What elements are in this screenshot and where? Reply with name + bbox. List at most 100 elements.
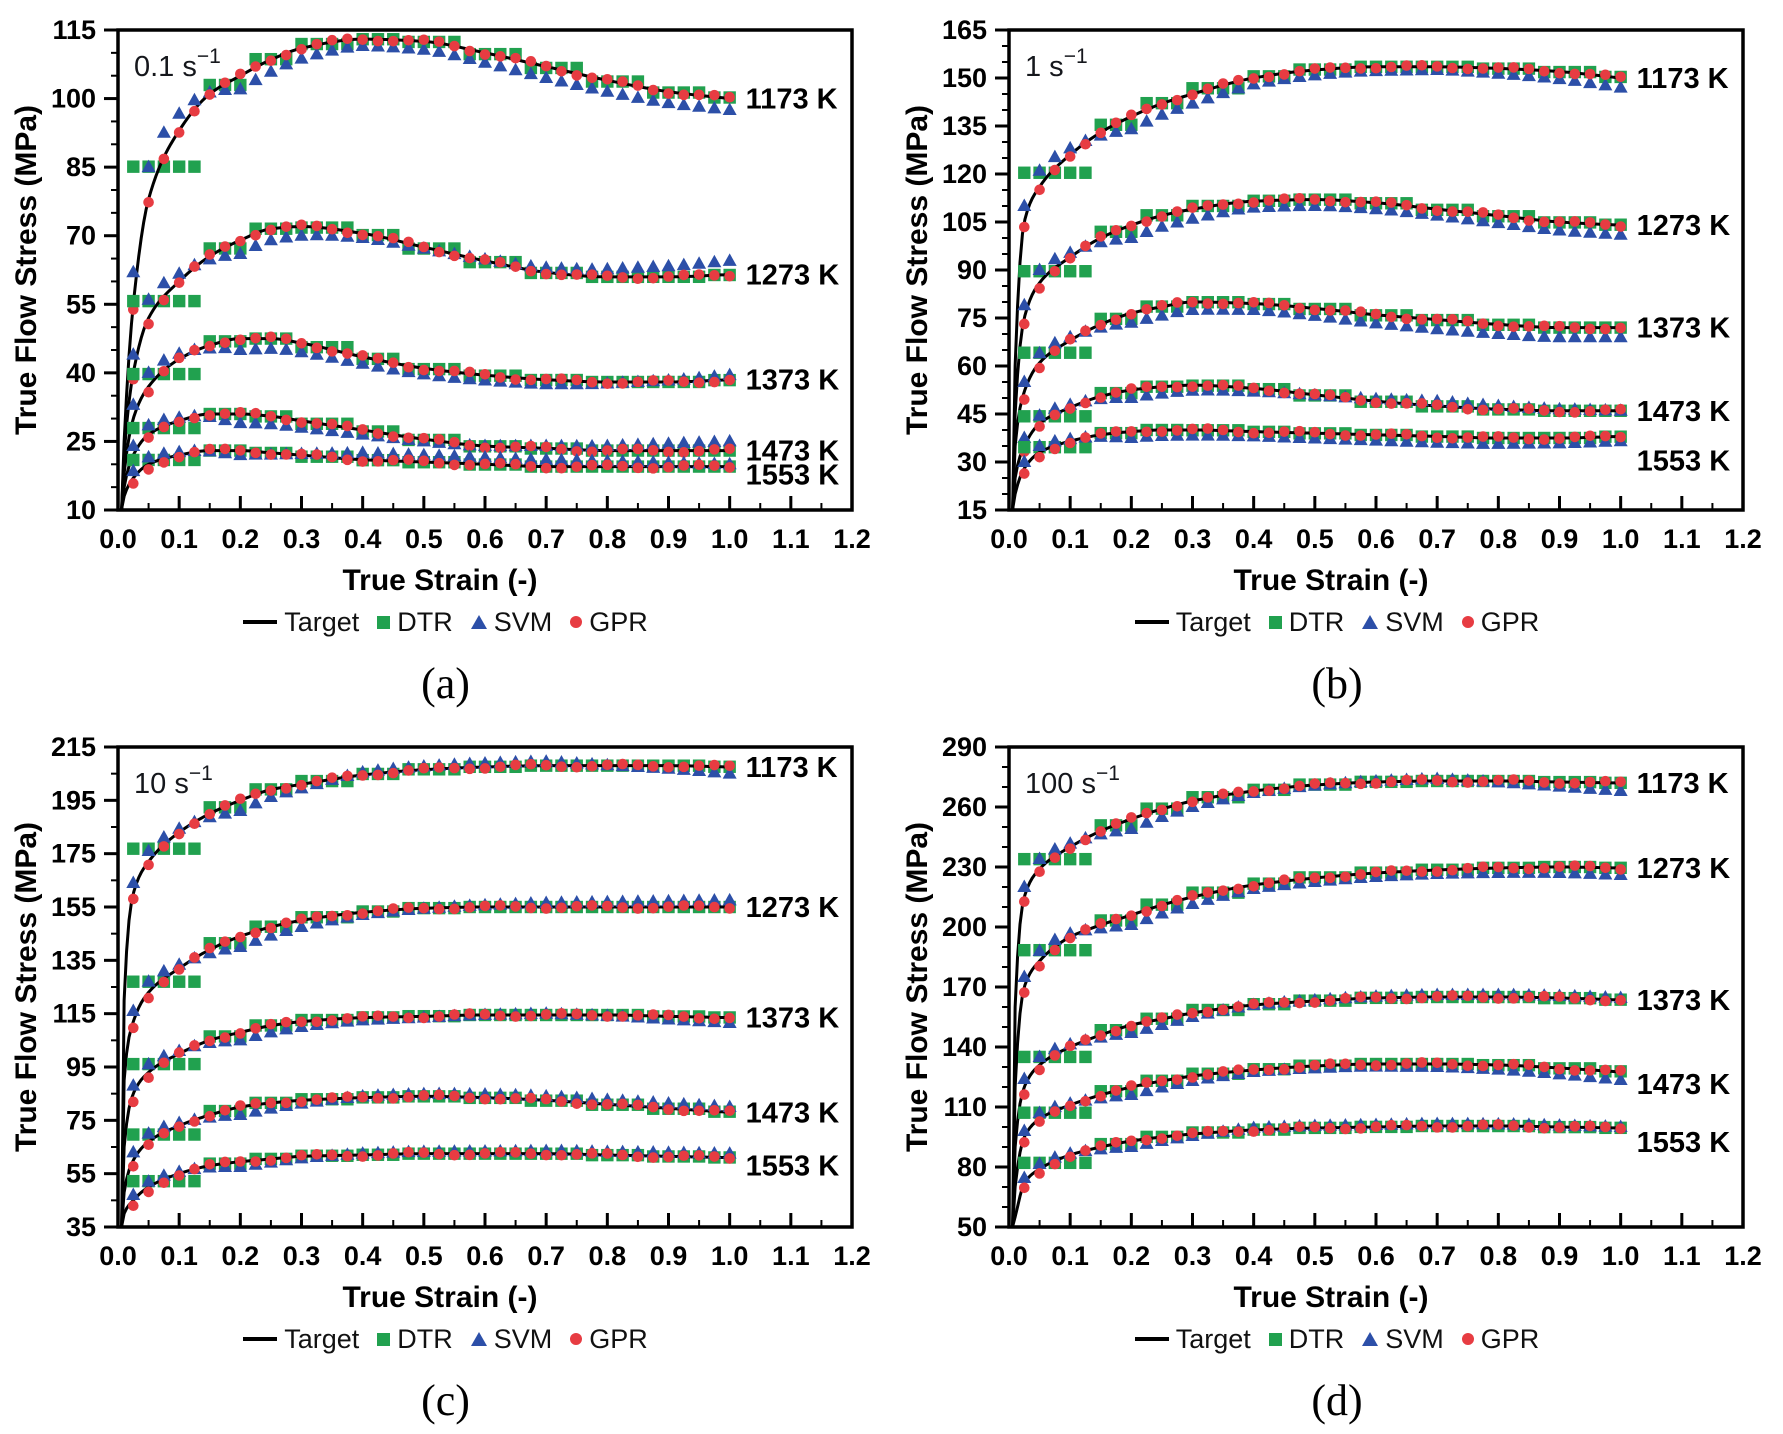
svm-marker <box>340 353 355 366</box>
gpr-marker <box>403 236 414 248</box>
gpr-marker <box>204 1110 216 1122</box>
svm-marker <box>1583 225 1598 238</box>
gpr-marker <box>311 220 323 232</box>
temperature-label: 1273 K <box>1637 210 1731 242</box>
y-axis: 50 80 110 140 170 200 230 260 290 <box>942 732 1009 1242</box>
gpr-marker <box>311 38 323 50</box>
gpr-marker <box>1355 1123 1367 1134</box>
gpr-marker <box>204 1158 216 1170</box>
gpr-marker <box>1202 423 1214 434</box>
gpr-marker <box>663 88 674 99</box>
gpr-marker <box>1263 297 1275 309</box>
series-dtr-1553 K <box>127 444 736 473</box>
svm-marker <box>126 438 141 451</box>
gpr-marker <box>1248 427 1259 439</box>
svm-marker <box>218 806 233 819</box>
gpr-marker <box>617 443 628 455</box>
gpr-marker <box>1064 932 1076 944</box>
dtr-marker <box>1018 440 1031 454</box>
gpr-marker <box>158 841 170 852</box>
legend-c: Target DTR SVM GPR <box>0 1317 891 1361</box>
legend-item-target: Target <box>243 1324 359 1355</box>
gpr-marker <box>647 84 659 96</box>
gpr-marker <box>1615 71 1626 83</box>
gpr-marker <box>1508 774 1519 785</box>
series-dtr-1373 K <box>127 332 736 389</box>
gpr-marker <box>280 49 292 61</box>
gpr-marker <box>1217 379 1229 391</box>
gpr-marker <box>1126 309 1137 320</box>
series-svm-1553 K <box>126 443 737 477</box>
gpr-marker <box>525 902 537 914</box>
gpr-marker <box>372 456 384 467</box>
svm-marker <box>156 446 171 459</box>
gpr-marker <box>1263 195 1275 206</box>
dtr-square-icon <box>377 615 391 629</box>
x-tick-label: 1.1 <box>772 1241 810 1271</box>
gpr-marker <box>1141 906 1152 917</box>
dtr-marker <box>1079 1156 1092 1170</box>
gpr-marker <box>1064 1040 1076 1052</box>
svm-marker <box>1109 124 1124 137</box>
gpr-marker <box>1202 792 1214 803</box>
gpr-marker <box>235 931 246 943</box>
gpr-marker <box>219 1105 231 1116</box>
gpr-marker <box>1462 315 1474 327</box>
gpr-marker <box>1554 433 1565 444</box>
gpr-marker <box>250 788 261 800</box>
temperature-label: 1273 K <box>1637 853 1731 885</box>
gpr-marker <box>433 457 445 469</box>
x-tick-label: 0.7 <box>527 1241 565 1271</box>
gpr-marker <box>1584 1120 1596 1132</box>
gpr-marker <box>709 759 720 771</box>
gpr-marker <box>678 900 690 911</box>
gpr-marker <box>1294 65 1305 77</box>
gpr-marker <box>173 416 185 428</box>
svm-marker <box>386 362 401 375</box>
legend-label-target: Target <box>284 1323 360 1354</box>
svm-marker <box>676 1096 691 1110</box>
dtr-marker <box>127 453 140 467</box>
svm-marker <box>263 341 278 354</box>
gpr-marker <box>1615 1123 1626 1135</box>
svm-marker <box>1613 783 1628 796</box>
dtr-marker <box>570 61 583 75</box>
gpr-marker <box>1202 200 1214 211</box>
gpr-marker <box>1171 94 1183 106</box>
svm-marker <box>1017 1071 1032 1084</box>
gpr-marker <box>1569 993 1581 1004</box>
gpr-marker <box>387 35 399 47</box>
svm-marker <box>646 454 661 468</box>
gpr-marker <box>449 40 460 52</box>
svm-marker <box>554 73 569 87</box>
strain-rate-annotation: 100 s−1 <box>1025 762 1120 800</box>
gpr-marker <box>1034 1064 1045 1076</box>
gpr-marker <box>1110 1137 1122 1148</box>
svm-marker <box>1185 302 1200 315</box>
series-svm-1173 K <box>1017 771 1628 892</box>
svm-marker <box>722 102 737 115</box>
svm-marker <box>401 41 416 54</box>
gpr-marker <box>1370 778 1382 789</box>
gpr-marker <box>586 1148 598 1159</box>
gpr-marker <box>1355 395 1367 406</box>
gpr-marker <box>1355 1059 1367 1071</box>
svm-marker <box>141 1174 156 1187</box>
svm-marker <box>1353 314 1368 327</box>
svm-marker <box>156 353 171 366</box>
svm-marker <box>1323 310 1338 323</box>
gpr-marker <box>1156 426 1168 437</box>
temperature-label: 1273 K <box>746 892 840 924</box>
svm-marker <box>1200 428 1215 441</box>
gpr-marker <box>1217 885 1229 896</box>
gpr-marker <box>1278 1122 1290 1134</box>
y-tick-label: 155 <box>51 892 96 922</box>
svm-marker <box>141 843 156 856</box>
legend-item-target: Target <box>1134 607 1251 638</box>
gpr-marker <box>1171 1130 1183 1142</box>
svm-marker <box>1124 121 1139 135</box>
gpr-marker <box>1416 398 1428 409</box>
svm-marker <box>370 359 385 372</box>
svm-marker <box>1537 329 1552 342</box>
gpr-marker <box>1141 381 1152 393</box>
